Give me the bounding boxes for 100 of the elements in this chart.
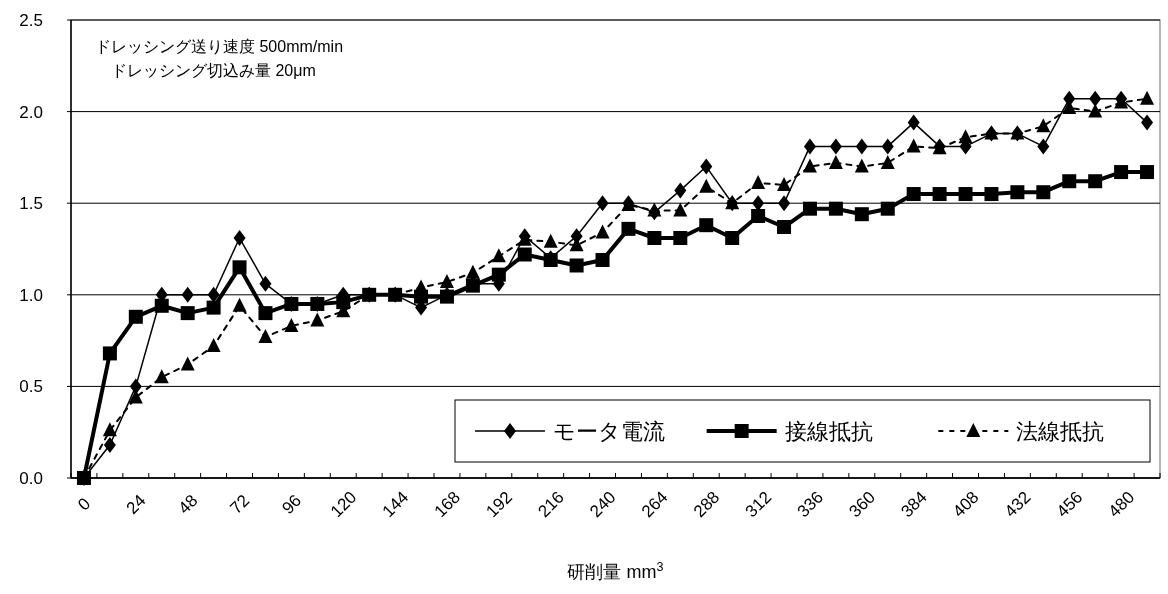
point (907, 114, 920, 131)
x-tick-label: 312 (741, 487, 775, 521)
legend-label: 接線抵抗 (784, 419, 873, 444)
point (207, 286, 220, 303)
point (699, 218, 714, 233)
point (958, 187, 973, 202)
point (880, 201, 895, 216)
point (128, 309, 143, 324)
point (1036, 185, 1051, 200)
point (1114, 165, 1129, 180)
x-tick-label: 144 (378, 487, 412, 521)
point (802, 201, 817, 216)
point (699, 178, 714, 193)
x-tick-label: 48 (174, 490, 202, 518)
point (181, 286, 194, 303)
point (1037, 138, 1050, 155)
point (1140, 90, 1155, 105)
x-tick-label: 408 (948, 487, 983, 521)
legend-label: 法線抵抗 (1016, 419, 1105, 444)
point (674, 182, 687, 199)
point (102, 422, 117, 437)
x-tick-label: 0 (73, 493, 95, 515)
point (595, 224, 610, 239)
point (906, 138, 921, 153)
point (751, 209, 766, 224)
y-tick-label: 2.0 (19, 102, 43, 122)
point (828, 201, 843, 216)
x-tick-label: 192 (482, 487, 516, 521)
point (232, 297, 247, 312)
point (206, 338, 221, 353)
point (1089, 90, 1102, 107)
point (725, 231, 740, 246)
point (751, 175, 766, 190)
x-axis-title: 研削量 mm$^{3}$ (567, 560, 664, 582)
legend-label: モータ電流 (553, 419, 665, 444)
point (778, 195, 791, 212)
point (129, 378, 142, 395)
point (932, 187, 947, 202)
point (569, 258, 584, 273)
point (595, 252, 610, 267)
point (543, 233, 558, 248)
point (673, 231, 688, 246)
point (984, 187, 999, 202)
point (1088, 103, 1103, 118)
annotation: ドレッシング切込み量 20μm (111, 62, 316, 79)
x-tick-label: 384 (896, 487, 931, 521)
point (465, 264, 480, 279)
point (206, 300, 221, 315)
point (259, 275, 272, 292)
point (647, 202, 662, 217)
x-tick-label: 264 (637, 487, 672, 521)
point (777, 176, 792, 191)
x-tick-label: 168 (430, 487, 464, 521)
point (180, 306, 195, 321)
y-tick-label: 2.5 (19, 11, 43, 30)
point (829, 138, 842, 155)
x-tick-label: 72 (226, 490, 253, 518)
y-tick-label: 1.0 (19, 285, 43, 305)
point (958, 129, 973, 144)
point (802, 158, 817, 173)
point (439, 273, 454, 288)
point (258, 328, 273, 343)
x-tick-label: 456 (1052, 487, 1086, 521)
x-tick-label: 216 (533, 487, 568, 521)
point (906, 187, 921, 202)
point (828, 154, 843, 169)
point (881, 138, 894, 155)
point (700, 158, 713, 175)
point (154, 369, 169, 384)
point (102, 346, 117, 361)
point (854, 207, 869, 222)
y-tick-label: 0.5 (19, 377, 43, 397)
point (880, 154, 895, 169)
point (103, 437, 116, 454)
y-tick-label: 0.0 (19, 469, 43, 488)
x-tick-label: 336 (793, 487, 827, 521)
point (803, 138, 816, 155)
point (855, 138, 868, 155)
x-tick-label: 288 (689, 487, 723, 521)
point (154, 298, 169, 313)
point (673, 202, 688, 217)
x-tick-label: 24 (122, 490, 150, 518)
point (1141, 114, 1154, 131)
x-tick-label: 120 (326, 487, 360, 521)
point (621, 221, 636, 236)
point (854, 158, 869, 173)
point (284, 317, 299, 332)
point (777, 220, 792, 235)
point (1010, 185, 1025, 200)
x-tick-label: 480 (1104, 487, 1138, 521)
annotation: ドレッシング送り速度 500mm/min (95, 38, 344, 55)
point (491, 248, 506, 263)
point (1088, 174, 1103, 189)
point (180, 356, 195, 371)
x-tick-label: 432 (1000, 487, 1035, 521)
point (1062, 174, 1077, 189)
point (310, 312, 325, 327)
point (1140, 165, 1155, 180)
point (517, 247, 532, 262)
x-tick-label: 96 (277, 490, 305, 518)
